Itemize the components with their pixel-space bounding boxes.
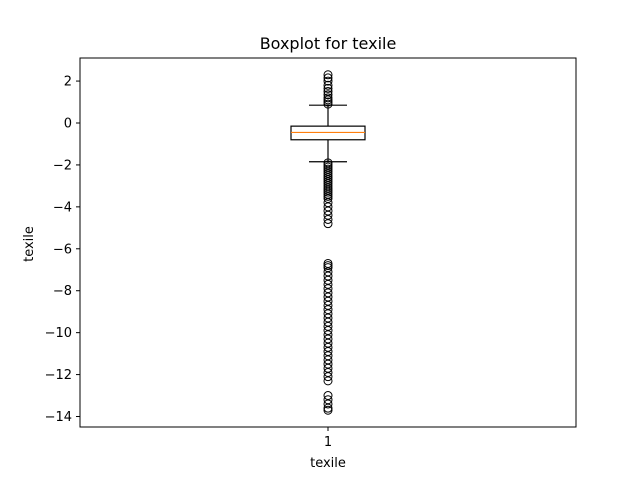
outlier-point (323, 372, 333, 382)
outlier-point (323, 187, 333, 197)
outlier-point (323, 376, 333, 386)
y-tick-label: −2 (53, 158, 72, 173)
y-tick-label: −12 (45, 368, 72, 383)
outlier-point (323, 214, 333, 224)
outlier-point (323, 73, 333, 83)
y-tick-label: −8 (53, 284, 72, 299)
y-tick-label: 2 (64, 75, 72, 90)
outlier-point (323, 80, 333, 90)
plot-area (290, 70, 366, 415)
outlier-point (323, 219, 333, 229)
y-tick-label: −6 (53, 242, 72, 257)
y-tick-label: 0 (64, 116, 72, 131)
y-axis-label: texile (22, 226, 37, 262)
outlier-point (323, 403, 333, 413)
outlier-point (323, 83, 333, 93)
y-tick-label: −10 (45, 326, 72, 341)
outlier-point (323, 87, 333, 97)
outlier-point (323, 76, 333, 86)
outlier-point (323, 93, 333, 103)
chart-title: Boxplot for texile (260, 34, 397, 53)
outlier-point (323, 99, 333, 109)
outlier-point (323, 405, 333, 415)
outlier-point (323, 261, 333, 271)
outlier-point (323, 191, 333, 201)
y-tick-label: −14 (45, 410, 72, 425)
outlier-point (323, 97, 333, 107)
outlier-point (323, 90, 333, 100)
outlier-point (323, 399, 333, 409)
outlier-point (323, 70, 333, 80)
y-tick-label: −4 (53, 200, 72, 215)
x-tick-label: 1 (324, 435, 332, 450)
x-axis-label: texile (310, 456, 346, 471)
